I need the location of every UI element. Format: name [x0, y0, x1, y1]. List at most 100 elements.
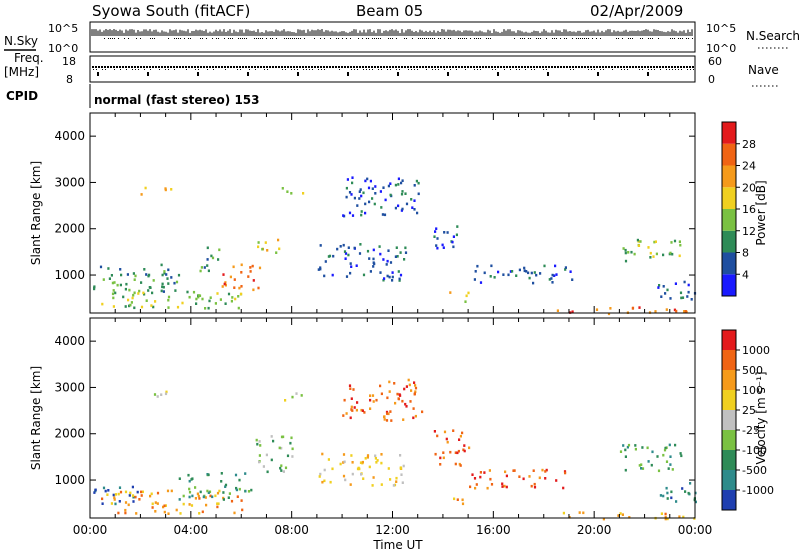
range-cell	[266, 249, 269, 252]
range-cell	[198, 512, 201, 515]
range-cell	[291, 447, 294, 451]
nsearch-dot	[336, 38, 337, 39]
range-cell	[383, 415, 386, 418]
freq-dot	[107, 66, 109, 68]
freq-dot	[341, 66, 343, 68]
range-cell	[375, 461, 378, 464]
freq-dot	[314, 66, 316, 68]
nsearch-dot	[642, 38, 643, 39]
nsearch-dot	[462, 38, 463, 39]
range-cell	[389, 478, 392, 481]
range-cell	[653, 240, 656, 244]
nsearch-dot	[652, 38, 653, 39]
nsearch-dot	[190, 38, 191, 39]
range-cell	[119, 268, 122, 271]
freq-dot	[140, 66, 142, 68]
range-cell	[149, 494, 152, 498]
range-cell	[670, 490, 673, 494]
nave-dot	[174, 69, 175, 70]
range-cell	[153, 393, 157, 396]
range-cell	[164, 392, 168, 396]
range-cell	[622, 247, 625, 250]
range-cell	[471, 473, 474, 476]
range-cell	[132, 500, 135, 503]
freq-dot	[122, 66, 124, 68]
range-cell	[483, 471, 486, 474]
range-cell	[188, 487, 191, 491]
freq-dot	[257, 66, 259, 68]
range-cell	[231, 296, 234, 299]
range-cell	[206, 489, 209, 493]
range-cell	[523, 269, 526, 273]
range-cell	[385, 419, 389, 422]
range-cell	[279, 466, 282, 470]
freq-dot	[515, 66, 517, 68]
range-cell	[669, 251, 672, 255]
range-cell	[650, 463, 653, 467]
range-cell	[133, 306, 136, 310]
range-cell	[679, 452, 682, 455]
nsearch-dot	[304, 38, 305, 39]
colorbar-tick-label: 25	[742, 404, 756, 417]
range-cell	[278, 446, 281, 450]
x-tick-label: 08:00	[274, 523, 309, 537]
freq-dot	[245, 66, 247, 68]
nave-marker	[197, 72, 199, 76]
freq-dot	[95, 66, 97, 68]
range-cell	[342, 474, 346, 478]
range-cell	[678, 254, 681, 258]
range-cell	[486, 486, 489, 490]
freq-frame	[89, 55, 696, 83]
nave-dot	[264, 69, 265, 70]
range-cell	[249, 270, 252, 273]
nave-dot	[225, 69, 226, 70]
nave-dot	[477, 69, 478, 70]
range-cell	[188, 495, 191, 499]
range-cell	[131, 494, 135, 497]
range-cell	[413, 199, 416, 202]
nsearch-dot	[272, 38, 273, 39]
range-cell	[468, 446, 471, 450]
range-cell	[664, 292, 667, 295]
nave-dot	[669, 69, 670, 70]
colorbar-tick-label: 1000	[742, 344, 770, 357]
range-cell	[336, 247, 339, 251]
freq-dot	[611, 66, 613, 68]
range-cell	[138, 498, 141, 501]
freq-dot	[683, 66, 685, 68]
range-cell	[240, 292, 243, 296]
range-cell	[266, 470, 269, 474]
range-cell	[421, 410, 424, 414]
velocity-colorbar: 1000 500 100 25 -25 -100 -500 -1000	[721, 329, 774, 511]
freq-dot	[497, 66, 499, 68]
nsearch-dot	[140, 38, 141, 39]
range-cell	[164, 504, 167, 507]
nsearch-dot	[266, 38, 267, 39]
range-cell	[259, 444, 262, 447]
freq-dot	[617, 66, 619, 68]
nsearch-dot	[680, 38, 681, 39]
nsearch-dot	[240, 38, 241, 39]
freq-dot	[560, 66, 562, 68]
range-cell	[382, 258, 385, 261]
nsearch-dot	[552, 38, 553, 39]
nsearch-dot	[632, 38, 633, 39]
range-cell	[151, 502, 154, 506]
range-cell	[160, 263, 163, 267]
range-cell	[686, 295, 689, 298]
range-cell	[277, 238, 280, 242]
nsearch-dot	[412, 38, 413, 39]
range-cell	[368, 465, 371, 469]
nsearch-dot	[150, 38, 151, 39]
range-cell	[667, 467, 670, 470]
range-cell	[124, 501, 128, 504]
range-cell	[364, 202, 367, 206]
range-cell	[383, 418, 386, 421]
range-cell	[446, 440, 449, 444]
nave-dot	[681, 69, 682, 70]
range-cell	[261, 247, 264, 251]
range-cell	[433, 430, 436, 433]
range-cell	[641, 467, 645, 470]
range-cell	[207, 306, 210, 310]
range-cell	[319, 472, 322, 476]
